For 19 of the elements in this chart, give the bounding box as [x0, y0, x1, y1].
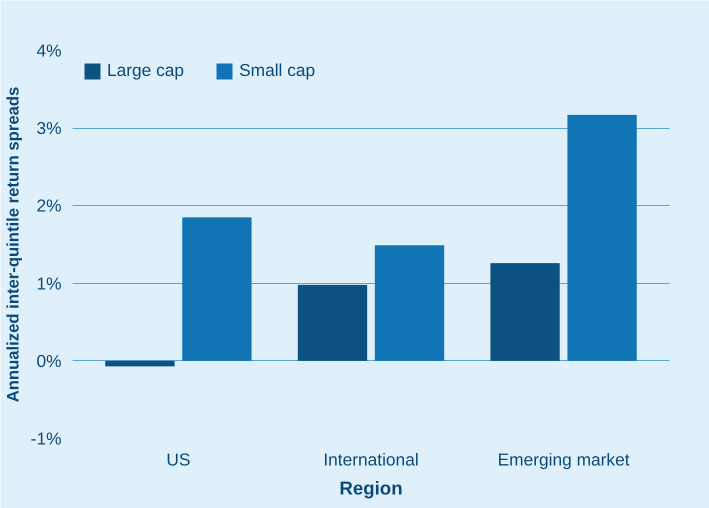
legend-label: Large cap — [107, 60, 184, 81]
x-tick-label: International — [323, 450, 419, 470]
bar — [105, 360, 175, 366]
bar — [182, 217, 252, 361]
y-tick-label: 4% — [36, 40, 62, 60]
y-tick-label: -1% — [30, 428, 62, 448]
x-tick-label: Emerging market — [498, 450, 630, 470]
legend-label: Small cap — [239, 60, 316, 81]
y-tick-label: 1% — [36, 273, 62, 294]
bar — [374, 245, 444, 361]
bar — [567, 114, 637, 361]
x-axis-title: Region — [339, 478, 403, 498]
y-axis-title: Annualized inter-quintile return spreads — [4, 86, 23, 402]
x-tick-label: US — [166, 450, 190, 470]
y-tick-label: 3% — [36, 118, 62, 138]
bar — [490, 263, 560, 361]
y-tick-label: 2% — [36, 196, 62, 216]
y-tick-label: 0% — [36, 350, 62, 371]
bar — [298, 284, 368, 361]
